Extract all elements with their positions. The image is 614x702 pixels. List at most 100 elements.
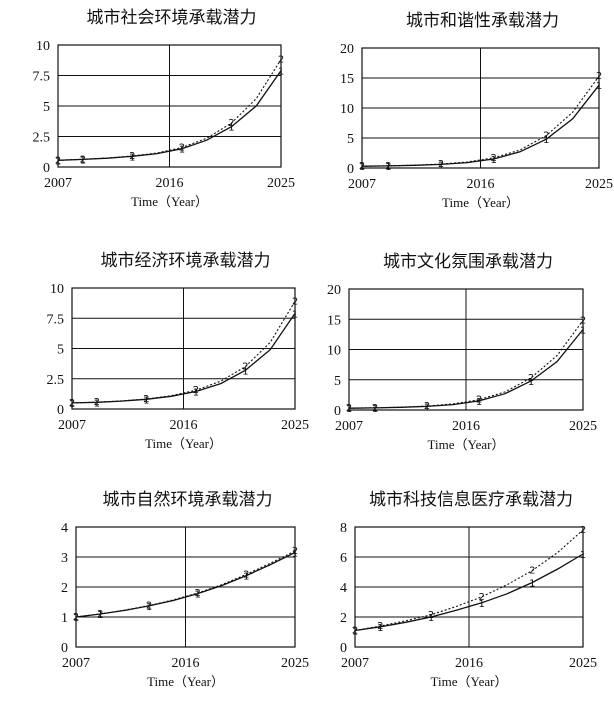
y-tick-label: 10 [327, 344, 341, 359]
series-point-1: 1 [292, 309, 298, 320]
chart-panel-3: 城市经济环境承载潜力 0 2.5 5 7.5 10 2007 2016 2025 Time（Yea… [47, 251, 310, 451]
x-tick-label: 2007 [58, 418, 86, 433]
series-point-1: 1 [580, 550, 586, 561]
y-tick-label: 20 [340, 42, 354, 57]
series-point-2: 2 [73, 612, 79, 623]
series-point-2: 2 [146, 601, 152, 612]
chart-panel-4: 城市文化氛围承载潜力 0 5 10 15 20 2007 2016 2025 Time（Year）… [327, 252, 597, 452]
y-tick-label: 15 [327, 313, 341, 328]
x-tick-label: 2016 [156, 176, 184, 191]
series-point-1: 1 [478, 599, 484, 610]
chart-title: 城市经济环境承载潜力 [101, 251, 271, 271]
series-point-2: 2 [179, 142, 185, 153]
series-point-1: 1 [424, 402, 430, 413]
series-point-2: 2 [428, 610, 434, 621]
series-point-1: 1 [97, 610, 103, 621]
series-point-2: 2 [438, 159, 444, 170]
y-tick-label: 0 [340, 641, 347, 656]
series-line-2 [75, 550, 296, 618]
x-axis-label: Time（Year） [147, 674, 224, 689]
x-axis-label: Time（Year） [145, 436, 222, 451]
y-tick-label: 1 [61, 611, 68, 626]
chart-title: 城市科技信息医疗承载潜力 [369, 490, 573, 510]
y-tick-label: 20 [327, 283, 341, 298]
y-tick-label: 15 [340, 72, 354, 87]
y-tick-label: 6 [340, 551, 347, 566]
series-point-1: 1 [228, 123, 234, 134]
series-point-1: 1 [143, 395, 149, 406]
chart-panel-1: 城市社会环境承载潜力 0 2.5 5 7.5 10 2007 2016 2025 Time（Yea… [33, 8, 296, 209]
series-point-1: 1 [352, 627, 358, 638]
series-point-2: 2 [278, 55, 284, 66]
series-point-1: 1 [242, 366, 248, 377]
x-tick-label: 2007 [341, 656, 369, 671]
series-point-2: 2 [359, 161, 365, 172]
series-line-1 [348, 329, 584, 409]
y-tick-label: 5 [347, 132, 354, 147]
series-point-1: 1 [428, 613, 434, 624]
y-tick-label: 7.5 [47, 312, 65, 327]
y-tick-label: 2 [340, 611, 347, 626]
series-point-1: 1 [528, 377, 534, 388]
series-point-1: 1 [385, 162, 391, 173]
series-point-1: 1 [278, 67, 284, 78]
y-tick-label: 10 [50, 282, 64, 297]
series-point-1: 1 [94, 398, 100, 409]
x-tick-label: 2025 [569, 419, 597, 434]
y-tick-label: 5 [57, 343, 64, 358]
series-line-2 [348, 320, 584, 409]
series-point-2: 2 [80, 154, 86, 165]
series-point-1: 1 [580, 326, 586, 337]
chart-title: 城市社会环境承载潜力 [87, 8, 257, 28]
series-point-2: 2 [194, 588, 200, 599]
series-point-1: 1 [55, 156, 61, 167]
x-tick-label: 2016 [452, 419, 480, 434]
series-point-1: 1 [529, 579, 535, 590]
series-point-1: 1 [476, 397, 482, 408]
series-point-1: 1 [359, 162, 365, 173]
y-tick-label: 5 [43, 100, 50, 115]
x-tick-label: 2016 [170, 418, 198, 433]
chart-panel-2: 城市和谐性承载潜力 0 5 10 15 20 2007 2016 2025 Time（Year） 1… [340, 11, 613, 210]
series-point-1: 1 [193, 387, 199, 398]
series-point-2: 2 [228, 118, 234, 129]
series-point-2: 2 [580, 315, 586, 326]
y-tick-label: 8 [340, 521, 347, 536]
series-point-2: 2 [55, 155, 61, 166]
y-tick-label: 2 [61, 581, 68, 596]
series-point-2: 2 [528, 373, 534, 384]
series-point-2: 2 [385, 161, 391, 172]
series-point-2: 2 [580, 525, 586, 536]
series-point-2: 2 [129, 151, 135, 162]
series-point-1: 1 [490, 155, 496, 166]
chart-title: 城市和谐性承载潜力 [406, 11, 559, 31]
series-line-2 [71, 301, 296, 404]
x-tick-label: 2016 [455, 656, 483, 671]
x-tick-label: 2025 [267, 176, 295, 191]
series-point-2: 2 [242, 362, 248, 373]
series-point-1: 1 [372, 404, 378, 415]
series-point-2: 2 [543, 131, 549, 142]
y-tick-label: 2.5 [47, 373, 65, 388]
y-tick-label: 0 [43, 161, 50, 176]
series-point-1: 1 [80, 155, 86, 166]
series-point-2: 2 [143, 394, 149, 405]
chart-title: 城市文化氛围承载潜力 [383, 252, 553, 272]
series-point-2: 2 [292, 546, 298, 557]
series-point-1: 1 [543, 135, 549, 146]
x-axis-label: Time（Year） [131, 194, 208, 209]
series-point-2: 2 [478, 592, 484, 603]
y-tick-label: 3 [61, 551, 68, 566]
series-line-1 [361, 84, 600, 167]
series-point-1: 1 [377, 623, 383, 634]
y-tick-label: 10 [36, 39, 50, 54]
x-tick-label: 2007 [348, 177, 376, 192]
series-point-2: 2 [529, 566, 535, 577]
series-point-2: 2 [69, 398, 75, 409]
series-point-2: 2 [476, 395, 482, 406]
y-tick-label: 4 [340, 581, 347, 596]
x-tick-label: 2016 [467, 177, 495, 192]
series-point-2: 2 [243, 569, 249, 580]
